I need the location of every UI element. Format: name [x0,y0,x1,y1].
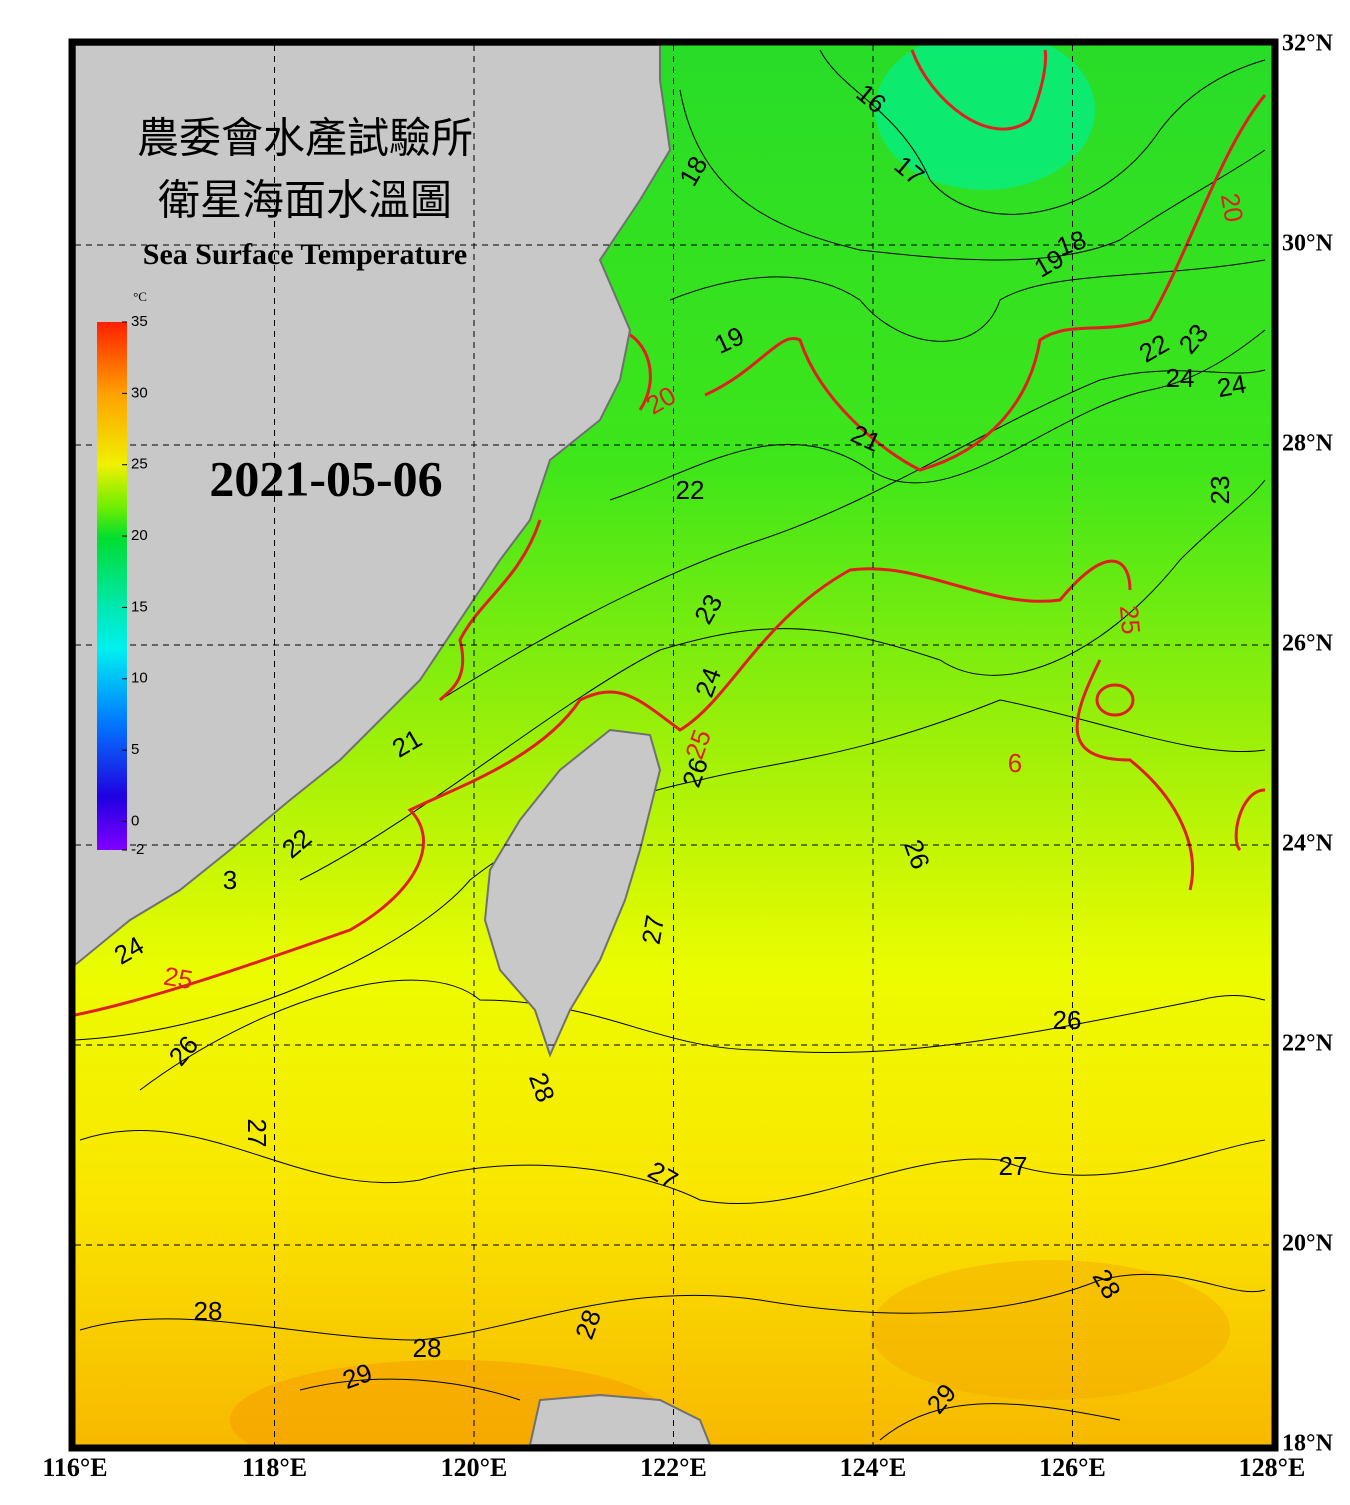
lon-tick-label: 118°E [242,1453,307,1482]
colorbar-tick-label: 5 [131,741,139,758]
contour-label: 28 [413,1333,442,1363]
land [75,45,712,1445]
date: 2021-05-06 [209,450,442,506]
lon-tick-label: 122°E [640,1453,707,1482]
title-zh: 衛星海面水溫圖 [158,179,452,225]
map-frame [68,38,1279,1452]
contour-label: 3 [223,865,237,895]
colorbar [97,322,127,850]
lon-tick-label: 116°E [42,1453,107,1482]
colorbar-tick-label: 0 [131,812,139,829]
colorbar-tick-label: -2 [131,841,144,858]
colorbar-ticks: 35 30 25 20 15 10 5 0 -2 [122,313,148,858]
lat-tick-label: 30°N [1282,231,1334,257]
warm-pool [870,1260,1230,1400]
contour-label: 26 [1053,1005,1082,1035]
title-zh: 農委會水產試驗所 [137,116,473,163]
lat-tick-label: 26°N [1282,631,1334,657]
lat-tick-label: 20°N [1282,1231,1334,1257]
colorbar-tick-label: 20 [131,527,148,544]
colorbar-unit: °C [133,289,147,304]
contour-label: 20 [1215,191,1250,225]
contour-label: 22 [676,475,705,505]
colorbar-tick-label: 25 [131,456,148,473]
lon-tick-label: 126°E [1039,1453,1106,1482]
lat-tick-label: 24°N [1282,831,1334,857]
title-en: Sea Surface Temperature [143,238,467,271]
lat-tick-label: 32°N [1282,31,1334,57]
contour-label: 25 [162,961,196,996]
contour-label: 27 [999,1151,1028,1181]
colorbar-tick-label: 30 [131,384,148,401]
lon-tick-label: 124°E [840,1453,907,1482]
contour-label: 24 [1166,363,1195,393]
grid [75,45,1272,1445]
axes: 116°E 118°E 120°E 122°E 124°E 126°E 128°E 32°N 3… [42,31,1333,1482]
lat-tick-label: 22°N [1282,1031,1334,1057]
contour-label: 24 [1215,369,1249,404]
colorbar-tick-label: 35 [131,313,148,330]
colorbar-tick-label: 15 [131,598,148,615]
lat-tick-label: 18°N [1282,1431,1334,1457]
contour-label: 25 [1114,604,1146,635]
lon-tick-label: 128°E [1239,1453,1306,1482]
lat-tick-label: 28°N [1282,431,1334,457]
contour-label: 27 [242,1119,272,1148]
colorbar-tick-label: 10 [131,670,148,687]
contour-label: 27 [636,913,671,947]
contour-label: 23 [1205,476,1235,505]
contour-label: 28 [194,1296,223,1326]
contour-label: 6 [1008,748,1022,778]
lon-tick-label: 120°E [441,1453,508,1482]
